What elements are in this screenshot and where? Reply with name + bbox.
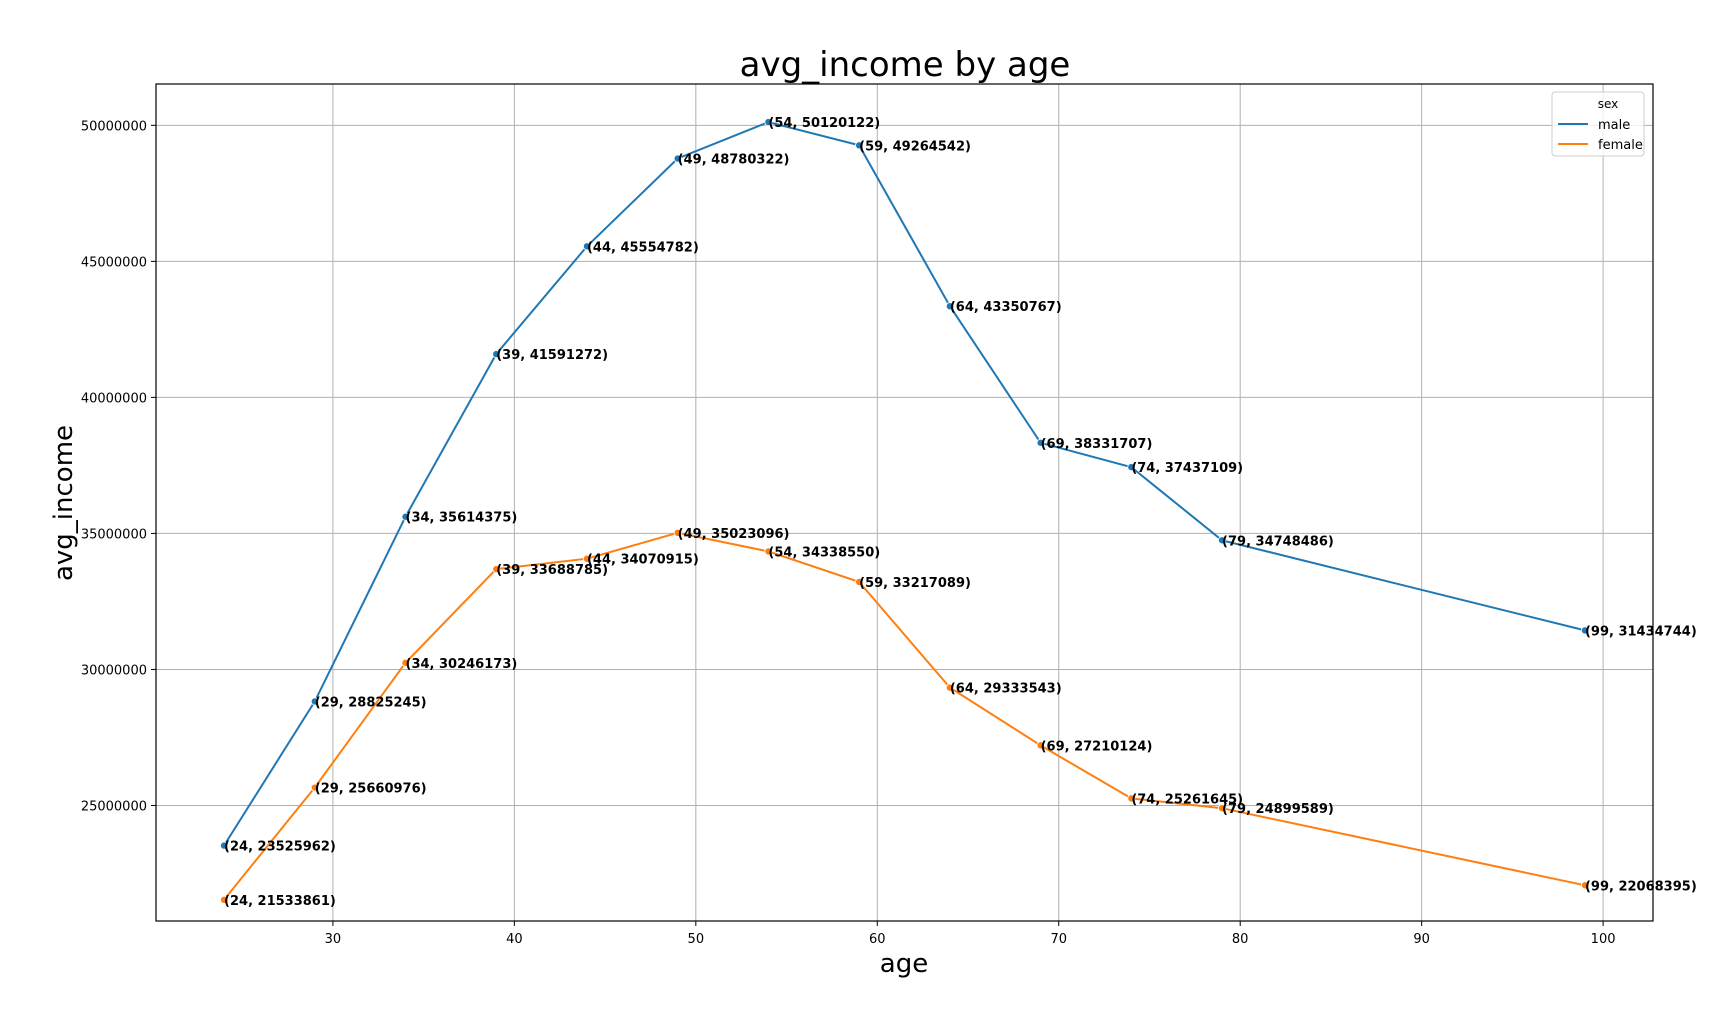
data-label-female: (49, 35023096) [678,527,790,542]
data-point-male [310,697,319,706]
y-tick-label: 45000000 [81,255,147,270]
legend-box [1551,91,1645,157]
x-axis-ticks: 30 40 50 60 70 80 90 100 [325,921,1616,947]
x-tick-label: 50 [688,932,705,947]
data-point-female [673,528,682,537]
data-point-male [673,154,682,163]
data-point-female [492,565,501,574]
data-label-male: (24, 23525962) [224,840,336,855]
data-label-male: (39, 41591272) [496,348,608,363]
data-label-female: (59, 33217089) [859,576,971,591]
legend-label-male: male [1598,118,1630,133]
data-markers [220,118,1589,904]
data-label-female: (99, 22068395) [1585,879,1697,894]
data-label-male: (54, 50120122) [768,116,880,131]
data-label-male: (74, 37437109) [1131,461,1243,476]
grid-lines [156,84,1653,921]
data-label-female: (54, 34338550) [768,545,880,560]
data-label-female: (24, 21533861) [224,894,336,909]
x-tick-label: 80 [1232,932,1249,947]
y-tick-label: 30000000 [81,663,147,678]
data-point-female [1036,741,1045,750]
data-label-male: (64, 43350767) [950,300,1062,315]
data-label-male: (79, 34748486) [1222,534,1334,549]
data-point-female [582,554,591,563]
data-point-male [1127,463,1136,472]
y-axis-label: avg_income [49,425,79,581]
plot-area-frame [155,83,1654,922]
data-point-male [582,242,591,251]
data-labels: (24, 23525962) (29, 28825245) (34, 3561437… [224,116,1697,909]
x-tick-label: 60 [869,932,886,947]
y-axis-ticks: 25000000 30000000 35000000 40000000 45000000… [81,119,156,815]
data-point-female [945,683,954,692]
data-point-female [1218,804,1227,813]
data-point-female [1127,794,1136,803]
data-point-male [1036,438,1045,447]
y-tick-label: 25000000 [81,800,147,815]
data-point-male [1580,626,1589,635]
legend: sex male female [1551,91,1645,157]
x-tick-label: 70 [1050,932,1067,947]
data-point-female [764,547,773,556]
data-point-male [764,118,773,127]
data-label-male: (59, 49264542) [859,139,971,154]
data-label-male: (34, 35614375) [406,511,518,526]
data-point-female [401,658,410,667]
data-label-female: (64, 29333543) [950,682,1062,697]
data-point-male [1218,536,1227,545]
data-label-male: (69, 38331707) [1041,437,1153,452]
chart-title: avg_income by age [740,45,1071,85]
x-tick-label: 100 [1591,932,1616,947]
y-tick-label: 35000000 [81,527,147,542]
y-tick-label: 50000000 [81,119,147,134]
data-label-female: (74, 25261645) [1131,792,1243,807]
x-axis-label: age [880,949,928,979]
data-label-female: (79, 24899589) [1222,802,1334,817]
data-label-female: (44, 34070915) [587,553,699,568]
x-tick-label: 30 [325,932,342,947]
x-tick-label: 90 [1413,932,1430,947]
data-label-male: (99, 31434744) [1585,624,1697,639]
data-label-female: (69, 27210124) [1041,739,1153,754]
data-point-female [310,783,319,792]
data-label-female: (34, 30246173) [406,657,518,672]
data-label-male: (29, 28825245) [315,695,427,710]
data-label-male: (44, 45554782) [587,240,699,255]
data-point-female [855,577,864,586]
data-point-male [492,350,501,359]
x-tick-label: 40 [506,932,523,947]
data-point-female [220,895,229,904]
data-label-male: (49, 48780322) [678,153,790,168]
data-label-female: (29, 25660976) [315,782,427,797]
data-point-male [855,141,864,150]
data-point-female [1580,881,1589,890]
data-label-female: (39, 33688785) [496,563,608,578]
data-point-male [401,512,410,521]
data-point-male [945,302,954,311]
legend-label-female: female [1598,138,1643,153]
legend-title: sex [1598,97,1619,111]
y-tick-label: 40000000 [81,391,147,406]
data-point-male [220,841,229,850]
